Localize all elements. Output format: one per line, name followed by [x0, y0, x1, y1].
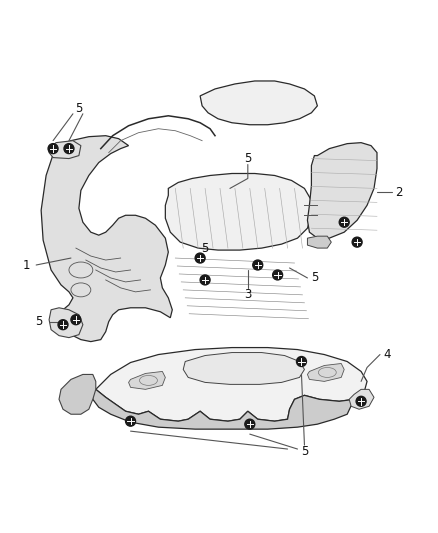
Circle shape	[200, 275, 210, 285]
Text: 5: 5	[75, 102, 83, 115]
Circle shape	[352, 237, 362, 247]
Text: 5: 5	[244, 152, 251, 165]
Polygon shape	[59, 375, 96, 414]
Circle shape	[58, 320, 68, 330]
Circle shape	[253, 260, 263, 270]
Polygon shape	[183, 352, 304, 384]
Text: 4: 4	[383, 348, 391, 361]
Text: 2: 2	[395, 186, 403, 199]
Circle shape	[195, 253, 205, 263]
Text: 5: 5	[201, 241, 209, 255]
Circle shape	[71, 315, 81, 325]
Circle shape	[356, 397, 366, 406]
Polygon shape	[49, 308, 83, 337]
Text: 3: 3	[244, 288, 251, 301]
Text: 1: 1	[22, 259, 30, 271]
Text: 5: 5	[301, 445, 308, 457]
Circle shape	[245, 419, 255, 429]
Circle shape	[64, 144, 74, 154]
Text: 5: 5	[311, 271, 318, 285]
Polygon shape	[129, 372, 165, 389]
Circle shape	[297, 357, 307, 367]
Circle shape	[273, 270, 283, 280]
Polygon shape	[41, 136, 172, 342]
Polygon shape	[349, 389, 374, 409]
Polygon shape	[200, 81, 318, 125]
Polygon shape	[307, 143, 377, 238]
Circle shape	[126, 416, 135, 426]
Circle shape	[48, 144, 58, 154]
Polygon shape	[93, 389, 354, 429]
Polygon shape	[49, 141, 81, 158]
Polygon shape	[307, 236, 331, 248]
Polygon shape	[96, 348, 367, 421]
Polygon shape	[165, 173, 311, 250]
Circle shape	[339, 217, 349, 227]
Polygon shape	[307, 364, 344, 382]
Text: 5: 5	[35, 315, 43, 328]
